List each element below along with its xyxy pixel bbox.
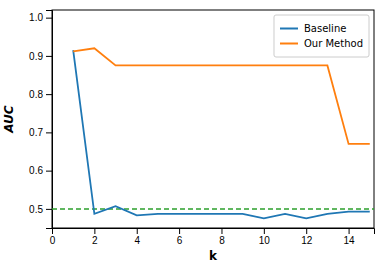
tick-label: 12 — [301, 235, 313, 246]
tick-label: 14 — [344, 235, 356, 246]
series-line — [73, 50, 370, 218]
legend-swatch — [280, 43, 298, 45]
tick-label: 0 — [50, 235, 56, 246]
x-axis-title: k — [209, 249, 218, 263]
tick-label: 0.9 — [29, 51, 43, 62]
tick-label: 0.5 — [29, 204, 43, 215]
y-axis: 0.5 0.6 0.7 0.8 0.9 1.0 — [29, 11, 52, 229]
tick-mark — [264, 228, 265, 234]
tick-label: 10 — [259, 235, 271, 246]
tick-mark — [137, 228, 138, 234]
axis-line — [53, 229, 375, 235]
tick: 4 — [134, 228, 140, 246]
tick-mark — [46, 56, 52, 57]
tick-mark — [94, 228, 95, 234]
tick-mark — [46, 18, 52, 19]
legend-box — [274, 15, 369, 57]
tick-label: 0.7 — [29, 127, 43, 138]
y-axis-title: AUC — [2, 105, 16, 133]
tick: 0.5 — [29, 204, 52, 215]
tick: 6 — [177, 228, 183, 246]
tick-label: 6 — [177, 235, 183, 246]
tick: 1.0 — [29, 12, 52, 23]
tick-mark — [179, 228, 180, 234]
tick-label: 0.8 — [29, 89, 43, 100]
legend-label: Our Method — [304, 38, 363, 49]
tick-mark — [46, 209, 52, 210]
legend-item: Baseline — [280, 23, 346, 34]
tick-label: 1.0 — [29, 12, 43, 23]
chart: 0 2 4 6 8 10 12 14 0.5 0.6 0.7 0.8 0.9 1.0 Baseline Our… — [0, 0, 386, 266]
tick-label: 2 — [92, 235, 98, 246]
tick: 0.9 — [29, 51, 52, 62]
tick-mark — [46, 132, 52, 133]
tick-mark — [46, 171, 52, 172]
marks — [52, 48, 374, 218]
legend: Baseline Our Method — [274, 15, 369, 57]
legend-label: Baseline — [304, 23, 346, 34]
series-line — [73, 48, 370, 144]
x-axis: 0 2 4 6 8 10 12 14 — [50, 228, 375, 246]
tick: 0 — [50, 228, 56, 246]
tick: 12 — [301, 228, 313, 246]
plot-frame — [52, 10, 374, 228]
tick-mark — [46, 94, 52, 95]
axis-line — [46, 11, 53, 229]
tick-mark — [221, 228, 222, 234]
tick: 8 — [219, 228, 225, 246]
tick-mark — [349, 228, 350, 234]
reference-line — [52, 208, 374, 210]
legend-swatch — [280, 28, 298, 30]
tick: 0.7 — [29, 127, 52, 138]
tick-mark — [306, 228, 307, 234]
tick-label: 0.6 — [29, 165, 43, 176]
plot: 0 2 4 6 8 10 12 14 0.5 0.6 0.7 0.8 0.9 1.0 Baseline Our… — [29, 10, 374, 246]
tick: 0.6 — [29, 165, 52, 176]
tick: 0.8 — [29, 89, 52, 100]
legend-item: Our Method — [280, 38, 363, 49]
tick-label: 8 — [219, 235, 225, 246]
tick: 2 — [92, 228, 98, 246]
tick-label: 4 — [134, 235, 140, 246]
tick: 14 — [344, 228, 356, 246]
tick: 10 — [259, 228, 271, 246]
